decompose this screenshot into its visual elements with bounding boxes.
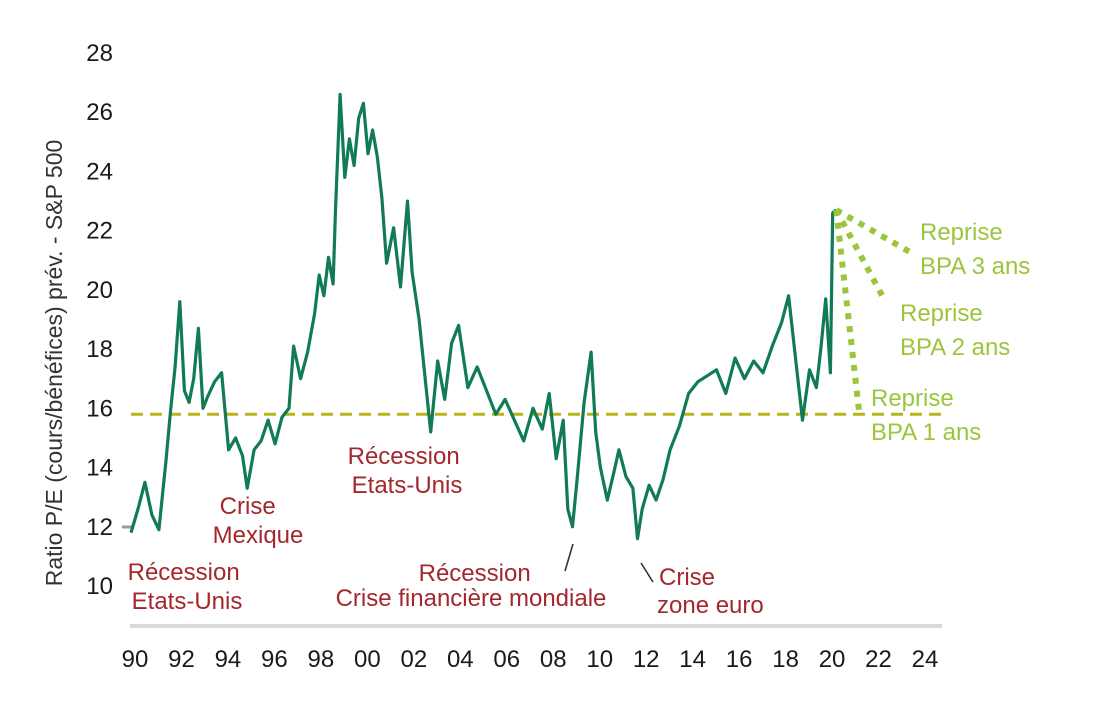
y-tick-label: 14 — [86, 455, 113, 482]
y-axis-label: Ratio P/E (cours/bénéfices) prév. - S&P … — [41, 140, 67, 587]
scenario-label-1y: Reprise BPA 1 ans — [871, 385, 981, 446]
x-tick-label: 22 — [865, 646, 892, 673]
scenario-line-3y — [834, 207, 916, 257]
y-tick-label: 12 — [86, 514, 113, 541]
y-tick-label: 24 — [86, 158, 113, 185]
y-tick-labels: 28 26 24 22 20 18 16 14 12 10 — [86, 40, 113, 600]
scenario-1y-line1: Reprise — [871, 385, 954, 412]
annotation-2001-line1: Récession — [348, 443, 460, 470]
annotation-gfc: Récession Crise financière mondiale — [336, 560, 607, 612]
x-tick-label: 00 — [354, 646, 381, 673]
x-tick-label: 94 — [215, 646, 242, 673]
y-tick-label: 16 — [86, 395, 113, 422]
x-tick-labels: 90 92 94 96 98 00 02 04 06 08 10 12 14 16 18 20 22 24 — [122, 646, 939, 673]
scenario-2y-line2: BPA 2 ans — [900, 334, 1010, 361]
annotation-euro-line1: Crise — [659, 564, 715, 591]
annotation-gfc-line1: Récession — [419, 560, 531, 587]
scenario-line-2y — [833, 208, 887, 301]
y-tick-label: 10 — [86, 573, 113, 600]
annotation-mexico-crisis: Crise Mexique — [213, 493, 304, 549]
x-tick-label: 12 — [633, 646, 660, 673]
x-tick-label: 24 — [912, 646, 939, 673]
x-tick-label: 10 — [586, 646, 613, 673]
scenario-3y-line2: BPA 3 ans — [920, 253, 1030, 280]
scenario-label-3y: Reprise BPA 3 ans — [920, 219, 1030, 280]
scenario-label-2y: Reprise BPA 2 ans — [900, 300, 1010, 361]
annotation-recession-1990: Récession Etats-Unis — [128, 559, 247, 615]
annotation-mexico-line1: Crise — [220, 493, 276, 520]
series-line-pe — [129, 92, 838, 541]
annotation-euro-line2: zone euro — [657, 592, 764, 619]
y-tick-label: 26 — [86, 99, 113, 126]
annotation-euro-pointer — [640, 562, 654, 583]
x-tick-label: 14 — [679, 646, 706, 673]
annotation-1990-line1: Récession — [128, 559, 240, 586]
annotation-1990-line2: Etats-Unis — [132, 588, 243, 615]
x-tick-label: 98 — [308, 646, 335, 673]
x-tick-label: 06 — [493, 646, 520, 673]
x-tick-label: 04 — [447, 646, 474, 673]
y-tick-label: 28 — [86, 40, 113, 67]
scenario-2y-line1: Reprise — [900, 300, 983, 327]
annotation-2001-line2: Etats-Unis — [352, 472, 463, 499]
annotation-gfc-line2: Crise financière mondiale — [336, 585, 607, 612]
annotation-gfc-pointer — [564, 543, 574, 572]
scenario-3y-line1: Reprise — [920, 219, 1003, 246]
annotation-mexico-line2: Mexique — [213, 522, 304, 549]
x-tick-label: 18 — [772, 646, 799, 673]
annotation-euro-crisis: Crise zone euro — [657, 564, 764, 619]
x-tick-label: 02 — [400, 646, 427, 673]
scenario-line-1y — [833, 209, 863, 415]
y-tick-label: 20 — [86, 277, 113, 304]
x-tick-label: 20 — [819, 646, 846, 673]
x-tick-label: 90 — [122, 646, 149, 673]
x-tick-label: 96 — [261, 646, 288, 673]
x-tick-label: 16 — [726, 646, 753, 673]
x-tick-label: 92 — [168, 646, 195, 673]
y-tick-label: 22 — [86, 218, 113, 245]
scenario-1y-line2: BPA 1 ans — [871, 419, 981, 446]
annotation-recession-2001: Récession Etats-Unis — [348, 443, 467, 499]
x-tick-label: 08 — [540, 646, 567, 673]
y-tick-label: 18 — [86, 336, 113, 363]
